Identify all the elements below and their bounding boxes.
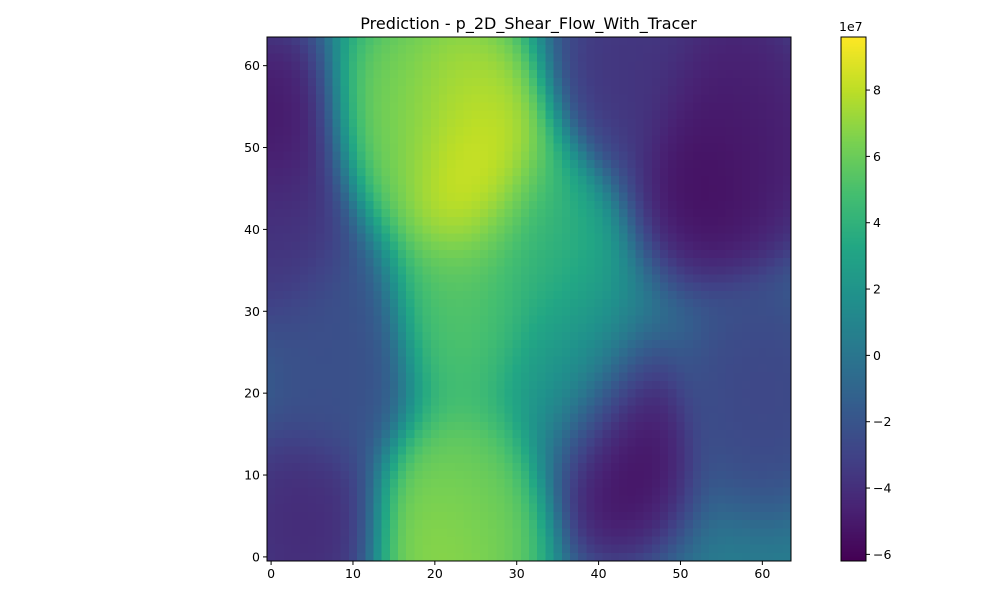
chart-title: Prediction - p_2D_Shear_Flow_With_Tracer	[360, 14, 697, 34]
plot-frame	[266, 36, 792, 562]
colorbar-scale-label: 1e7	[839, 19, 863, 34]
y-axis: 0 10 20 30 40 50 60	[244, 58, 267, 564]
y-tick-label: 20	[244, 386, 260, 401]
colorbar-tick-label: 4	[873, 215, 881, 230]
colorbar-tick-label: −4	[873, 481, 891, 496]
heatmap-image	[267, 37, 791, 561]
colorbar-tick-label: −2	[873, 414, 891, 429]
y-tick-label: 10	[244, 468, 260, 483]
colorbar-tick-label: −6	[873, 547, 891, 562]
colorbar-axis: −6 −4 −2 0 2 4 6 8	[866, 83, 891, 562]
x-tick-label: 20	[427, 566, 443, 581]
x-tick-label: 0	[267, 566, 275, 581]
colorbar-tick-label: 8	[873, 83, 881, 98]
colorbar: 1e7 −6 −4 −2 0 2 4 6 8	[839, 19, 891, 562]
colorbar-tick-label: 2	[873, 282, 881, 297]
x-tick-label: 10	[345, 566, 361, 581]
heatmap-plot	[266, 36, 792, 562]
x-axis: 0 10 20 30 40 50 60	[267, 561, 770, 581]
colorbar-frame	[840, 36, 867, 562]
y-tick-label: 60	[244, 58, 260, 73]
colorbar-gradient	[841, 37, 866, 561]
colorbar-tick-label: 6	[873, 149, 881, 164]
x-tick-label: 40	[591, 566, 607, 581]
colorbar-tick-label: 0	[873, 348, 881, 363]
y-tick-label: 40	[244, 222, 260, 237]
x-tick-label: 50	[673, 566, 689, 581]
y-tick-label: 0	[252, 549, 260, 564]
x-tick-label: 30	[509, 566, 525, 581]
y-tick-label: 50	[244, 140, 260, 155]
y-tick-label: 30	[244, 304, 260, 319]
x-tick-label: 60	[754, 566, 770, 581]
